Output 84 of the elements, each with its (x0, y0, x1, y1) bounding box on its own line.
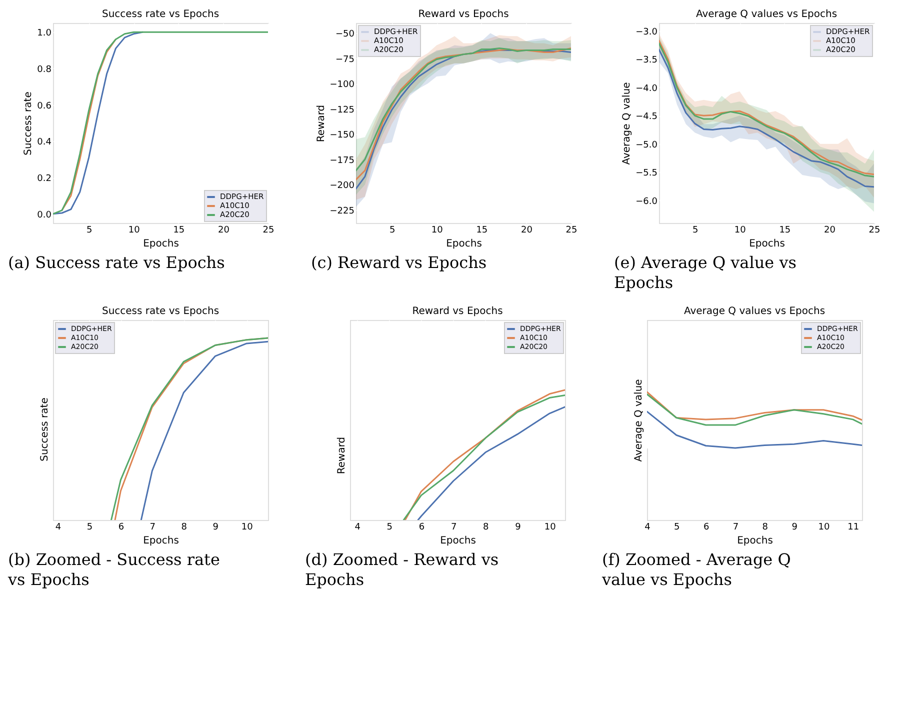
x-axis-title: Epochs (446, 238, 482, 250)
y-tick-label: 0.6 (37, 101, 52, 112)
y-axis-title: Reward (316, 104, 327, 142)
y-tick-label: 0.8 (37, 64, 52, 75)
x-tick-label: 5 (674, 522, 680, 532)
x-tick-label: 20 (824, 226, 836, 236)
x-tick-label: 10 (818, 522, 830, 532)
x-tick-label: 5 (389, 226, 396, 236)
y-tick-label: −50 (336, 30, 355, 40)
line-series (53, 31, 144, 215)
x-tick-label: 6 (418, 522, 425, 532)
y-tick-label: −4.0 (636, 84, 658, 94)
x-tick-label: 15 (173, 226, 185, 236)
x-tick-label: 10 (431, 226, 444, 236)
x-axis-title: Epochs (143, 238, 179, 250)
y-axis-title: Reward (336, 436, 348, 474)
y-tick-label: −5.0 (636, 140, 658, 150)
y-tick-label: −225 (330, 206, 354, 216)
x-tick-label: 15 (476, 226, 488, 236)
x-tick-label: 9 (212, 522, 219, 532)
x-tick-label: 25 (868, 226, 880, 236)
x-axis-title: Epochs (749, 238, 785, 250)
text: (e) Average Q value vs Epochs (614, 253, 796, 292)
y-tick-label: −200 (330, 181, 355, 192)
x-tick-label: 10 (544, 522, 556, 532)
x-tick-label: 7 (450, 522, 457, 532)
text: (d) Zoomed - Reward vs Epochs (305, 550, 499, 589)
chart-title: Success rate vs Epochs (102, 306, 220, 317)
y-tick-label: 1.0 (37, 28, 52, 39)
y-tick-label: −75 (336, 54, 354, 65)
x-tick-label: 11 (848, 522, 860, 532)
x-axis-title: Epochs (440, 536, 476, 546)
x-tick-label: 15 (779, 226, 791, 236)
chart-title: Average Q values vs Epochs (696, 9, 838, 20)
y-tick-label: −5.5 (636, 168, 658, 179)
line-series (61, 38, 116, 212)
chart-title: Success rate vs Epochs (102, 9, 220, 20)
x-tick-label: 4 (354, 522, 361, 532)
y-axis-title: Success rate (40, 398, 50, 462)
x-tick-label: 5 (692, 226, 698, 236)
y-axis-title: Average Q value (622, 82, 633, 165)
x-tick-label: 8 (762, 522, 768, 532)
chart-title: Reward vs Epochs (412, 306, 503, 317)
x-tick-label: 6 (118, 522, 124, 532)
text: (f) Zoomed - Average Q value vs Epochs (601, 550, 791, 589)
y-axis-title: Average Q value (634, 379, 644, 462)
y-tick-label: −125 (330, 105, 354, 116)
x-tick-label: 25 (566, 226, 578, 236)
x-tick-label: 8 (483, 522, 490, 532)
x-tick-label: 5 (86, 226, 92, 236)
x-tick-label: 5 (86, 522, 93, 532)
y-tick-label: −4.5 (636, 112, 658, 122)
x-tick-label: 10 (241, 522, 254, 532)
x-tick-label: 4 (55, 522, 62, 532)
y-tick-label: 0.0 (37, 210, 52, 220)
x-tick-label: 7 (732, 522, 739, 532)
y-tick-label: −3.5 (636, 56, 658, 66)
x-tick-label: 10 (128, 226, 140, 236)
text: (c) Reward vs Epochs (311, 253, 487, 272)
x-tick-label: 4 (644, 522, 651, 532)
chart-title: Average Q values vs Epochs (684, 306, 826, 317)
x-tick-label: 20 (520, 226, 533, 236)
x-tick-label: 5 (386, 522, 393, 532)
x-tick-label: 7 (150, 522, 156, 532)
y-tick-label: −6.0 (636, 196, 658, 207)
chart-title: Reward vs Epochs (418, 9, 509, 20)
text: (b) Zoomed - Success rate vs Epochs (7, 550, 220, 589)
y-tick-label: −100 (330, 80, 355, 90)
x-tick-label: 10 (734, 226, 746, 236)
x-axis-title: Epochs (737, 536, 773, 546)
x-tick-label: 9 (515, 522, 522, 532)
y-axis-title: Success rate (23, 92, 34, 156)
y-tick-label: 0.2 (37, 174, 52, 184)
x-tick-label: 8 (181, 522, 188, 532)
y-tick-label: 0.4 (37, 138, 52, 148)
y-tick-label: −3.0 (636, 27, 658, 38)
x-axis-title: Epochs (143, 536, 179, 546)
x-tick-label: 25 (262, 226, 274, 236)
x-tick-label: 20 (218, 226, 230, 236)
x-tick-label: 9 (792, 522, 798, 532)
text: (a) Success rate vs Epochs (8, 253, 225, 272)
y-tick-label: −150 (330, 130, 355, 141)
x-tick-label: 6 (703, 522, 710, 532)
y-tick-label: −175 (330, 156, 354, 166)
